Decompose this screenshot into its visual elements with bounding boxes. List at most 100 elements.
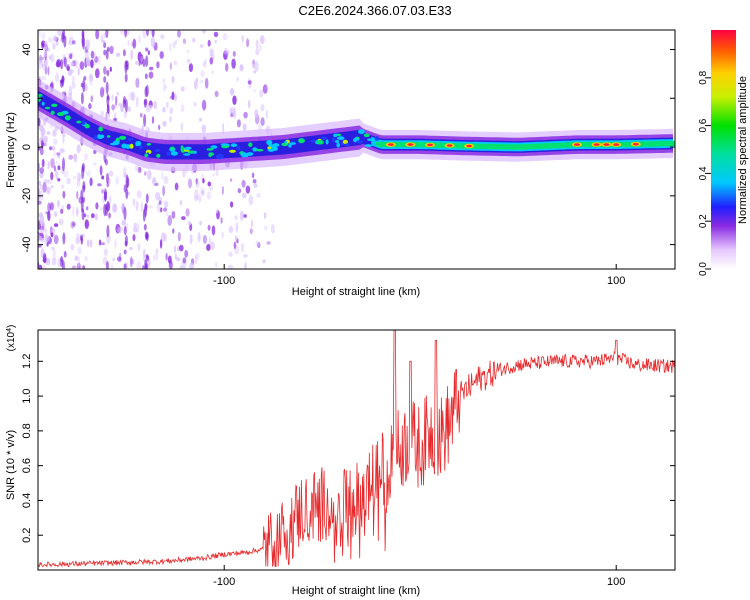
noise-dot bbox=[38, 47, 41, 53]
noise-dot bbox=[111, 104, 115, 111]
noise-dot bbox=[47, 66, 50, 76]
snr-series-line bbox=[38, 330, 675, 568]
noise-dot bbox=[270, 224, 275, 234]
noise-dot bbox=[38, 61, 42, 70]
noise-dot bbox=[215, 261, 218, 268]
ridge-blob bbox=[64, 115, 71, 121]
noise-dot bbox=[43, 58, 48, 67]
noise-dot bbox=[207, 224, 211, 231]
noise-dot bbox=[116, 91, 119, 96]
streak-dot bbox=[146, 30, 149, 37]
noise-dot bbox=[70, 243, 75, 251]
noise-dot bbox=[138, 34, 141, 44]
hotspot-core bbox=[632, 142, 639, 146]
noise-dot bbox=[181, 216, 186, 221]
noise-dot bbox=[135, 96, 139, 108]
ridge-blob bbox=[50, 110, 55, 115]
noise-dot bbox=[85, 206, 89, 211]
y-tick-label: 40 bbox=[21, 43, 33, 55]
noise-dot bbox=[242, 192, 247, 199]
noise-dot bbox=[253, 183, 258, 188]
noise-dot bbox=[131, 91, 135, 101]
noise-dot bbox=[197, 232, 201, 243]
noise-dot bbox=[221, 185, 224, 196]
noise-dot bbox=[187, 178, 193, 189]
noise-dot bbox=[243, 254, 248, 258]
streak-dot bbox=[80, 199, 84, 211]
noise-dot bbox=[199, 79, 204, 83]
noise-dot bbox=[39, 235, 43, 240]
ridge-blob bbox=[344, 143, 350, 146]
noise-dot bbox=[123, 111, 127, 118]
colorbar-label: Normalized spectral amplitude bbox=[737, 76, 749, 224]
noise-dot bbox=[39, 124, 44, 132]
x-tick-label: 100 bbox=[607, 576, 625, 588]
noise-dot bbox=[51, 146, 56, 151]
noise-dot bbox=[265, 109, 268, 119]
noise-dot bbox=[108, 195, 112, 204]
ridge-blob bbox=[298, 138, 305, 144]
noise-dot bbox=[240, 64, 243, 70]
svg-text:(x104): (x104) bbox=[6, 325, 18, 352]
noise-dot bbox=[204, 58, 207, 65]
noise-dot bbox=[43, 76, 47, 81]
y-tick-label: 20 bbox=[21, 92, 33, 104]
y-tick-label: 0.6 bbox=[21, 458, 33, 473]
noise-dot bbox=[227, 49, 230, 55]
noise-dot bbox=[44, 64, 48, 75]
noise-dot bbox=[163, 200, 169, 208]
noise-dot bbox=[189, 234, 193, 245]
hotspot-core bbox=[466, 144, 473, 148]
noise-dot bbox=[50, 232, 54, 238]
streak-dot bbox=[81, 165, 85, 180]
noise-dot bbox=[202, 178, 205, 184]
noise-dot bbox=[100, 242, 105, 246]
noise-dot bbox=[46, 131, 51, 135]
streak-dot bbox=[63, 251, 67, 258]
ridge-blob bbox=[375, 141, 379, 146]
noise-dot bbox=[259, 35, 265, 45]
y-tick-label: -20 bbox=[21, 188, 33, 204]
spectrogram-x-ticks: -100 100 bbox=[213, 264, 625, 287]
noise-dot bbox=[130, 49, 134, 60]
noise-dot bbox=[102, 39, 106, 44]
noise-dot bbox=[211, 225, 216, 236]
ridge-blob bbox=[255, 148, 264, 152]
noise-dot bbox=[155, 248, 159, 254]
streak-dot bbox=[60, 58, 64, 70]
noise-dot bbox=[101, 189, 104, 194]
ridge-blob bbox=[246, 152, 254, 156]
noise-dot bbox=[90, 59, 94, 69]
noise-dot bbox=[132, 227, 138, 233]
noise-dot bbox=[216, 208, 219, 214]
noise-dot bbox=[55, 72, 60, 83]
ridge-blob bbox=[284, 140, 288, 144]
noise-dot bbox=[201, 99, 207, 111]
noise-dot bbox=[53, 165, 57, 172]
noise-dot bbox=[230, 178, 233, 182]
noise-dot bbox=[39, 225, 45, 230]
ridge-blob bbox=[363, 133, 370, 138]
noise-dot bbox=[163, 207, 168, 212]
y-tick-label: 0 bbox=[21, 144, 33, 150]
streak-dot bbox=[123, 249, 127, 255]
noise-dot bbox=[38, 200, 42, 205]
noise-dot bbox=[70, 220, 75, 229]
noise-dot bbox=[71, 81, 76, 89]
streak-dot bbox=[82, 79, 86, 93]
noise-dot bbox=[255, 48, 260, 56]
noise-dot bbox=[132, 38, 137, 49]
noise-dot bbox=[222, 122, 225, 134]
streak-dot bbox=[124, 235, 128, 247]
noise-dot bbox=[162, 120, 167, 127]
x-tick-label: 100 bbox=[607, 275, 625, 287]
streak-dot bbox=[82, 265, 86, 269]
noise-dot bbox=[53, 223, 59, 228]
ridge-blob bbox=[364, 144, 372, 148]
noise-dot bbox=[128, 247, 133, 251]
noise-dot bbox=[240, 242, 245, 253]
noise-dot bbox=[71, 75, 75, 84]
noise-dot bbox=[63, 170, 69, 178]
noise-dot bbox=[57, 200, 60, 208]
